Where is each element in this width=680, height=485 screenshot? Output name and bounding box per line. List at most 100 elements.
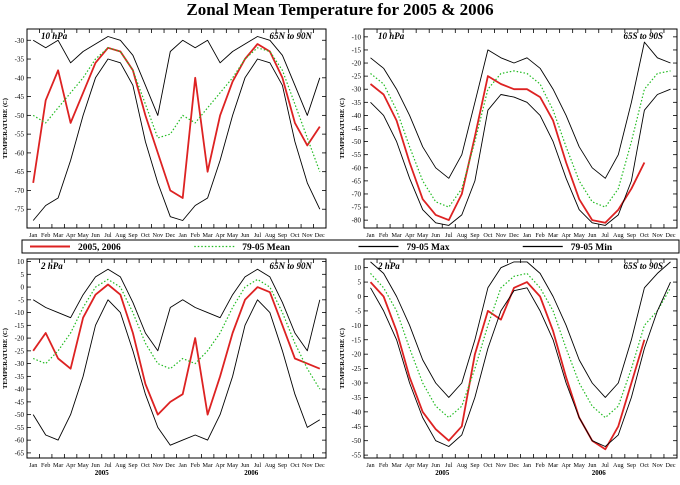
x-month-label: Sep [128, 232, 137, 239]
x-month-label: Feb [535, 232, 544, 239]
x-month-label: Dec [665, 232, 675, 239]
x-month-label: Jul [254, 462, 262, 469]
x-month-label: Jul [602, 462, 610, 469]
y-tick-label: -25 [352, 73, 362, 81]
x-month-label: May [77, 462, 89, 469]
y-tick-label: -75 [352, 204, 362, 212]
x-month-label: Jul [445, 462, 453, 469]
x-month-label: Apr [405, 232, 415, 239]
x-month-label: Feb [379, 462, 388, 469]
y-tick-label: -55 [15, 131, 25, 139]
legend: 2005, 2006 79-05 Mean 79-05 Max 79-05 Min [21, 239, 680, 254]
legend-label: 79-05 Max [407, 243, 450, 253]
x-month-label: Nov [152, 232, 164, 239]
x-month-label: Nov [302, 462, 314, 469]
x-month-label: Jun [431, 462, 440, 469]
x-month-label: Apr [561, 462, 571, 469]
chart-panel-3: -65-60-55-50-45-40-35-30-25-20-15-10-505… [2, 258, 327, 477]
y-tick-label: -25 [15, 347, 25, 355]
x-month-label: Aug [265, 232, 276, 239]
region-label: 65N to 90N [270, 31, 313, 41]
x-month-label: Jul [104, 232, 112, 239]
y-tick-label: 10 [17, 258, 25, 266]
x-month-label: Dec [509, 462, 519, 469]
series-line-79-05-max [370, 261, 671, 398]
x-month-label: Apr [66, 462, 76, 469]
x-month-label: Jan [179, 462, 187, 469]
x-month-label: Jun [431, 232, 440, 239]
x-month-label: Mar [53, 462, 63, 469]
x-month-label: Sep [128, 462, 137, 469]
y-tick-label: -35 [352, 99, 362, 107]
x-month-label: Oct [483, 462, 492, 469]
x-month-label: Apr [405, 462, 415, 469]
y-tick-label: -50 [352, 138, 362, 146]
plot-frame [26, 28, 327, 229]
x-month-label: Feb [41, 462, 50, 469]
x-month-label: Nov [152, 462, 164, 469]
x-month-label: Dec [315, 462, 325, 469]
series-line-79-05-mean [32, 278, 321, 390]
legend-label: 2005, 2006 [78, 243, 121, 253]
legend-label: 79-05 Mean [242, 243, 290, 253]
series-line-79-05-min [370, 281, 671, 447]
series-line-2005-2006 [32, 43, 321, 199]
y-tick-label: -40 [15, 386, 25, 394]
y-tick-label: -70 [15, 187, 25, 195]
plot-frame [26, 258, 327, 459]
y-tick-label: 0 [21, 284, 25, 292]
y-tick-label: -30 [352, 380, 362, 388]
x-month-label: Apr [215, 462, 225, 469]
series-line-2005-2006 [369, 75, 646, 224]
y-tick-label: -5 [355, 307, 361, 315]
series-line-79-05-min [32, 58, 321, 221]
y-tick-label: -35 [352, 394, 362, 402]
x-month-label: Nov [652, 462, 664, 469]
x-month-label: Sep [627, 232, 636, 239]
y-axis-label: TEMPERATURE (C) [339, 328, 346, 389]
y-tick-label: -35 [15, 56, 25, 64]
y-tick-label: -15 [352, 46, 362, 54]
x-month-label: May [574, 232, 586, 239]
y-tick-label: 10 [354, 264, 362, 272]
y-tick-label: -65 [15, 168, 25, 176]
region-label: 65S to 90S [623, 31, 663, 41]
x-month-label: Feb [41, 232, 50, 239]
series-line-79-05-min [370, 88, 671, 226]
x-month-label: Oct [290, 232, 299, 239]
y-tick-label: -65 [15, 449, 25, 457]
x-month-label: Jun [91, 462, 100, 469]
y-axis-label: TEMPERATURE (C) [2, 328, 9, 389]
x-month-label: Feb [379, 232, 388, 239]
x-month-label: Dec [165, 462, 175, 469]
series-line-2005-2006 [32, 283, 321, 416]
figure-title: Zonal Mean Temperature for 2005 & 2006 [186, 0, 493, 19]
y-tick-label: -60 [15, 149, 25, 157]
x-month-label: Apr [561, 232, 571, 239]
x-month-label: Sep [278, 462, 287, 469]
y-tick-label: -55 [352, 151, 362, 159]
x-month-label: Jul [104, 462, 112, 469]
x-month-label: Nov [652, 232, 664, 239]
x-month-label: May [227, 232, 239, 239]
y-tick-label: -15 [352, 336, 362, 344]
x-month-label: Jan [366, 232, 374, 239]
x-month-label: Apr [66, 232, 76, 239]
y-tick-label: -30 [15, 360, 25, 368]
y-tick-label: -45 [15, 398, 25, 406]
x-month-label: Mar [53, 232, 63, 239]
y-axis-label: TEMPERATURE (C) [2, 98, 9, 159]
y-tick-label: -15 [15, 322, 25, 330]
x-month-label: Aug [613, 232, 624, 239]
y-tick-label: -50 [15, 112, 25, 120]
x-month-label: May [574, 462, 586, 469]
legend-box [21, 239, 680, 254]
x-month-label: Mar [548, 462, 558, 469]
x-month-label: Sep [278, 232, 287, 239]
legend-label: 79-05 Min [571, 243, 613, 253]
y-tick-label: -40 [15, 74, 25, 82]
x-month-label: Jun [241, 232, 250, 239]
